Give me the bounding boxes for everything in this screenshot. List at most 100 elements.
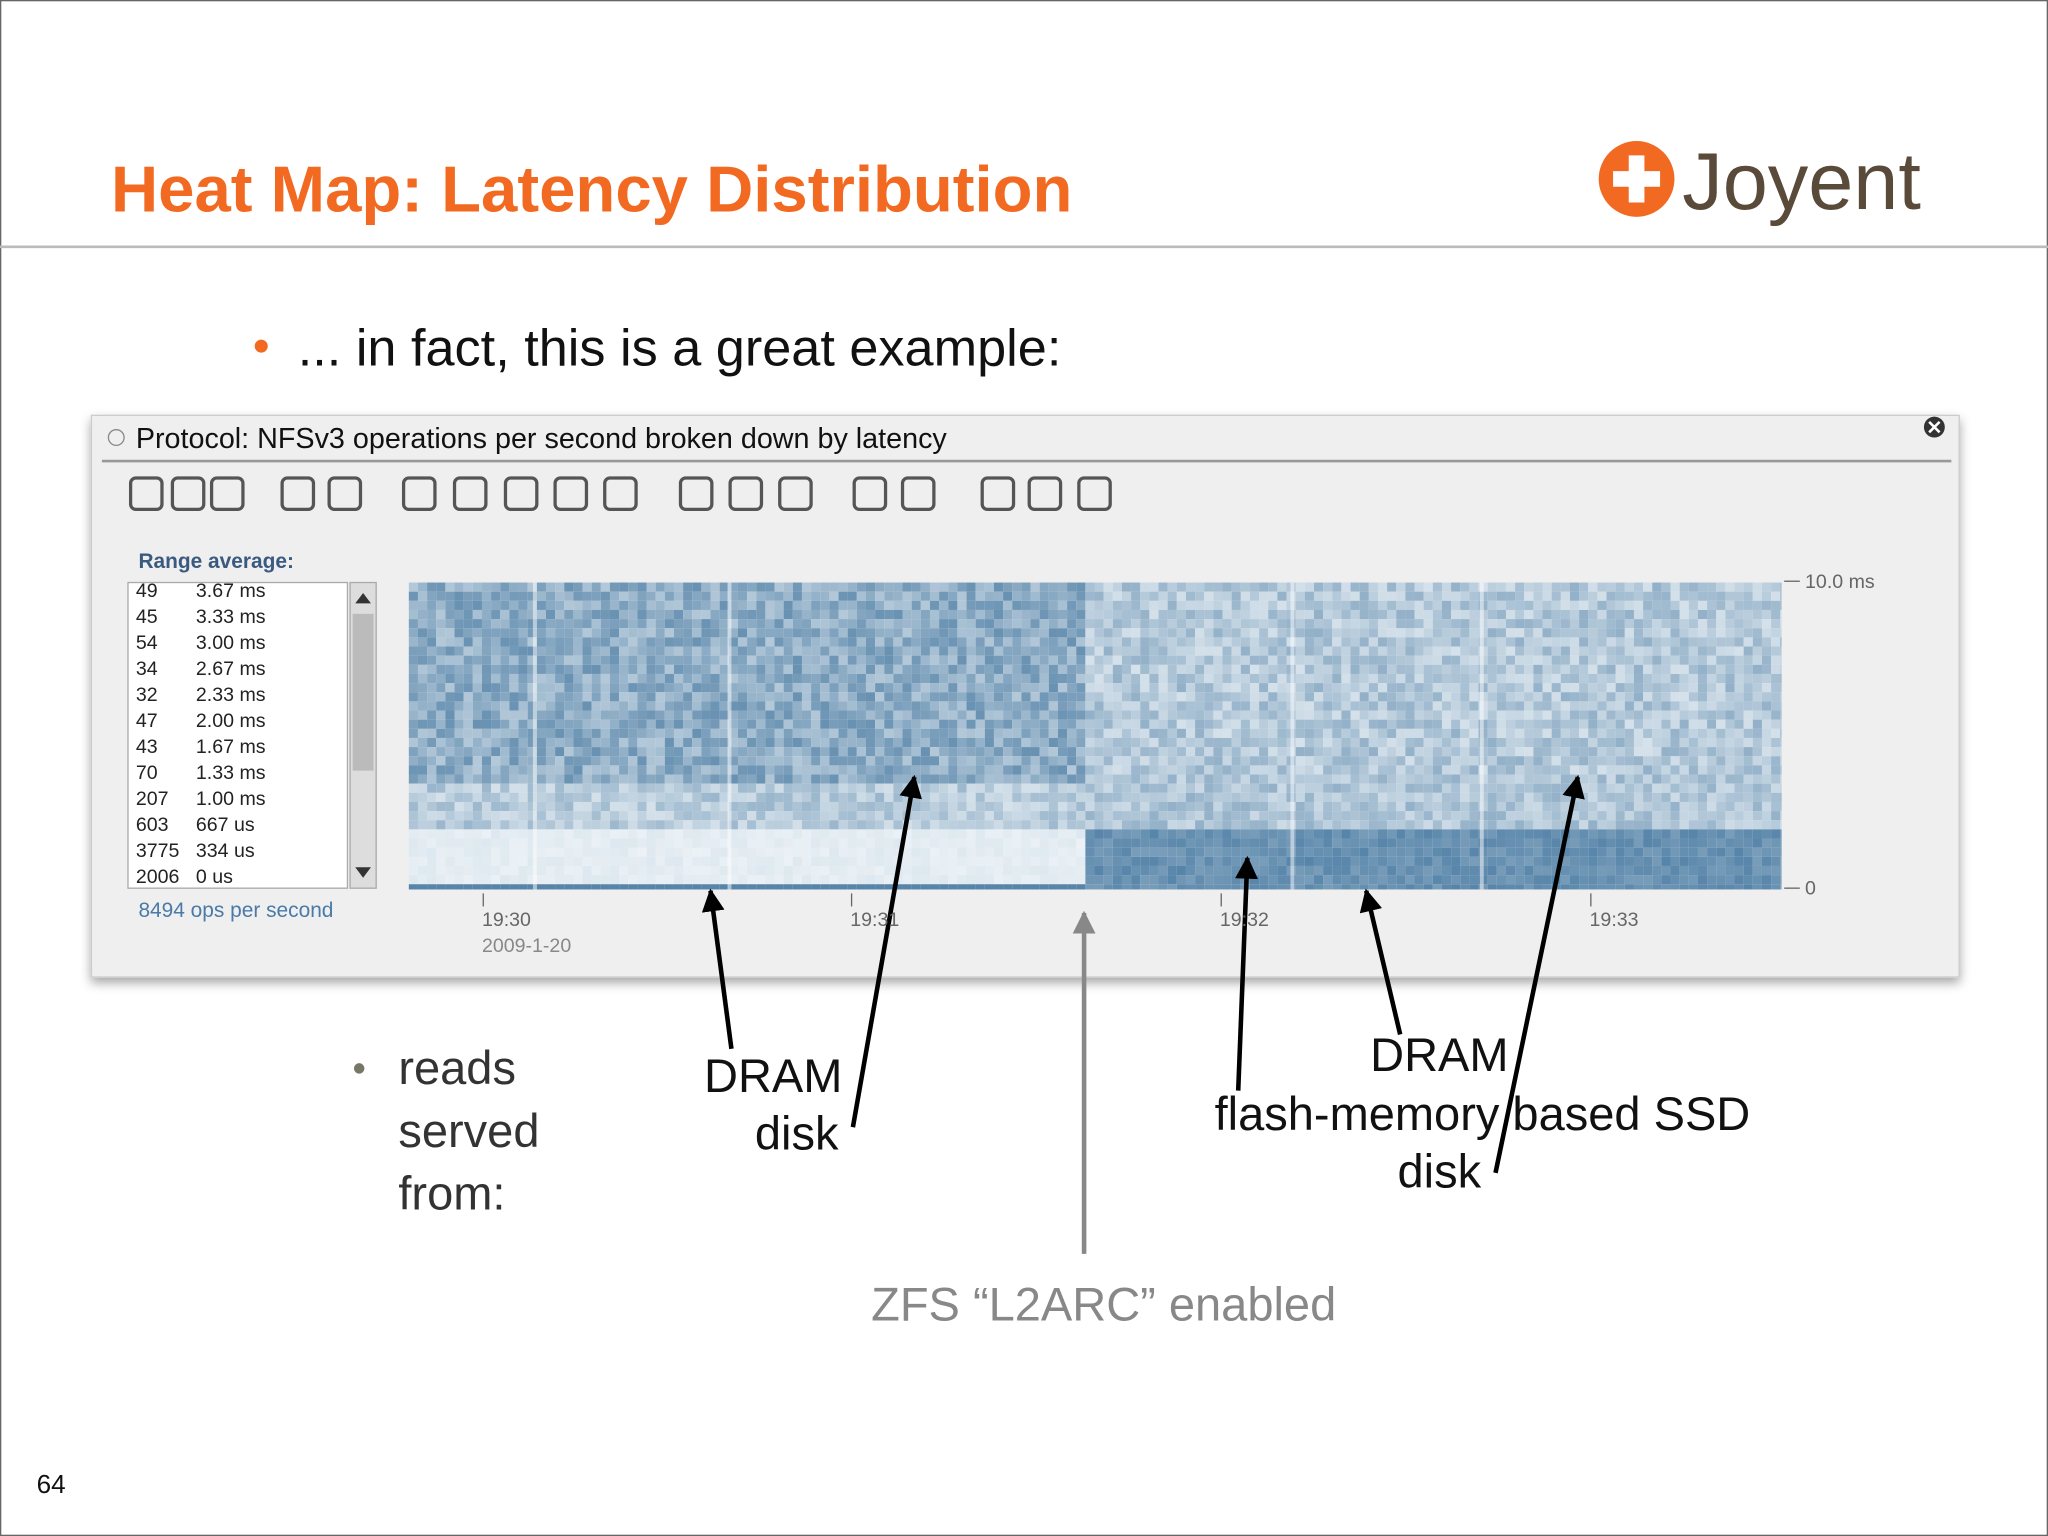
heat-cell	[1606, 774, 1616, 784]
heat-cell	[1688, 582, 1698, 592]
heat-cell	[1030, 865, 1040, 876]
heat-cell	[1204, 756, 1214, 766]
toolbar-button[interactable]	[852, 476, 888, 512]
toolbar-button[interactable]	[778, 476, 813, 512]
heat-cell	[1012, 701, 1022, 711]
heat-cell	[1277, 847, 1287, 857]
heat-cell	[847, 884, 857, 890]
heat-cell	[1350, 765, 1360, 775]
heat-cell	[902, 664, 912, 674]
heat-cell	[939, 710, 949, 720]
heat-cell	[1304, 847, 1314, 857]
heat-cell	[564, 719, 574, 729]
heat-cell	[1057, 683, 1068, 693]
toolbar-button[interactable]	[209, 476, 245, 512]
heat-cell	[1432, 875, 1442, 885]
heat-cell	[527, 756, 537, 766]
heat-cell	[1725, 673, 1735, 684]
toolbar-button[interactable]	[980, 476, 1016, 512]
heat-cell	[1387, 655, 1397, 665]
toolbar-button[interactable]	[401, 476, 437, 512]
heat-cell	[600, 811, 610, 821]
heat-cell	[427, 728, 437, 738]
toolbar-button[interactable]	[128, 476, 164, 512]
heat-cell	[1524, 683, 1534, 693]
heat-cell	[865, 646, 876, 656]
toolbar-button[interactable]	[452, 476, 488, 512]
heat-cell	[1560, 774, 1570, 784]
heat-cell	[993, 856, 1004, 866]
heat-cell	[993, 756, 1004, 766]
heat-cell	[811, 692, 821, 702]
toolbar-button[interactable]	[1077, 476, 1112, 512]
heat-cell	[1268, 655, 1278, 665]
toolbar-button[interactable]	[678, 476, 714, 512]
heat-cell	[436, 710, 446, 720]
heat-cell	[591, 747, 601, 757]
heat-cell	[683, 820, 693, 830]
heat-cell	[1396, 801, 1406, 812]
toolbar-button[interactable]	[900, 476, 936, 512]
heat-cell	[1368, 664, 1378, 674]
heat-cell	[801, 619, 812, 629]
heat-cell	[756, 820, 766, 830]
heat-cell	[417, 783, 428, 793]
heat-cell	[801, 865, 812, 876]
heat-cell	[628, 701, 638, 711]
heat-cell	[765, 591, 775, 601]
logo-cross	[1613, 155, 1661, 203]
heat-cell	[600, 728, 610, 738]
heat-cell	[957, 591, 967, 601]
toolbar-button[interactable]	[280, 476, 316, 512]
heat-cell	[975, 637, 985, 647]
heat-cell	[1313, 673, 1324, 684]
heat-cell	[911, 683, 921, 693]
toolbar-button[interactable]	[327, 476, 363, 512]
heat-cell	[673, 774, 684, 784]
heat-cell	[417, 811, 428, 821]
heat-cell	[1377, 582, 1388, 592]
toolbar-button[interactable]	[170, 476, 206, 512]
drag-handle[interactable]	[107, 429, 125, 447]
heat-cell	[1643, 884, 1653, 890]
heat-cell	[1067, 701, 1077, 711]
heat-cell	[939, 747, 949, 757]
toolbar-button[interactable]	[503, 476, 539, 512]
heat-cell	[1597, 646, 1607, 656]
heat-cell	[1094, 774, 1104, 784]
heat-cell	[1542, 582, 1552, 592]
heat-cell	[609, 600, 620, 610]
heat-cell	[1048, 719, 1058, 729]
heat-cell	[1560, 801, 1570, 812]
heat-cell	[1469, 655, 1479, 665]
heat-cell	[1076, 628, 1086, 638]
heat-cell	[628, 619, 638, 629]
heat-cell	[1670, 646, 1680, 656]
heat-cell	[783, 865, 793, 876]
heat-cell	[1249, 875, 1260, 885]
heat-cell	[1505, 838, 1516, 848]
heat-cell	[811, 673, 821, 684]
heat-cell	[1569, 683, 1580, 693]
heat-cell	[820, 728, 830, 738]
heat-cell	[1030, 811, 1040, 821]
heat-cell	[1633, 737, 1644, 748]
heat-cell	[993, 838, 1004, 848]
scroll-thumb[interactable]	[352, 613, 374, 771]
heat-cell	[1579, 737, 1589, 748]
heat-cell	[1131, 719, 1141, 729]
toolbar-button[interactable]	[603, 476, 638, 512]
heat-cell	[865, 701, 876, 711]
heat-cell	[811, 783, 821, 793]
heat-cell	[1624, 792, 1634, 802]
heat-cell	[417, 655, 428, 665]
toolbar-button[interactable]	[728, 476, 764, 512]
heat-cell	[692, 747, 702, 757]
toolbar-button[interactable]	[553, 476, 589, 512]
heat-cell	[591, 619, 601, 629]
heat-cell	[820, 609, 830, 620]
heat-cell	[1185, 637, 1196, 647]
heat-cell	[801, 683, 812, 693]
toolbar-button[interactable]	[1027, 476, 1063, 512]
heat-cell	[1432, 847, 1442, 857]
